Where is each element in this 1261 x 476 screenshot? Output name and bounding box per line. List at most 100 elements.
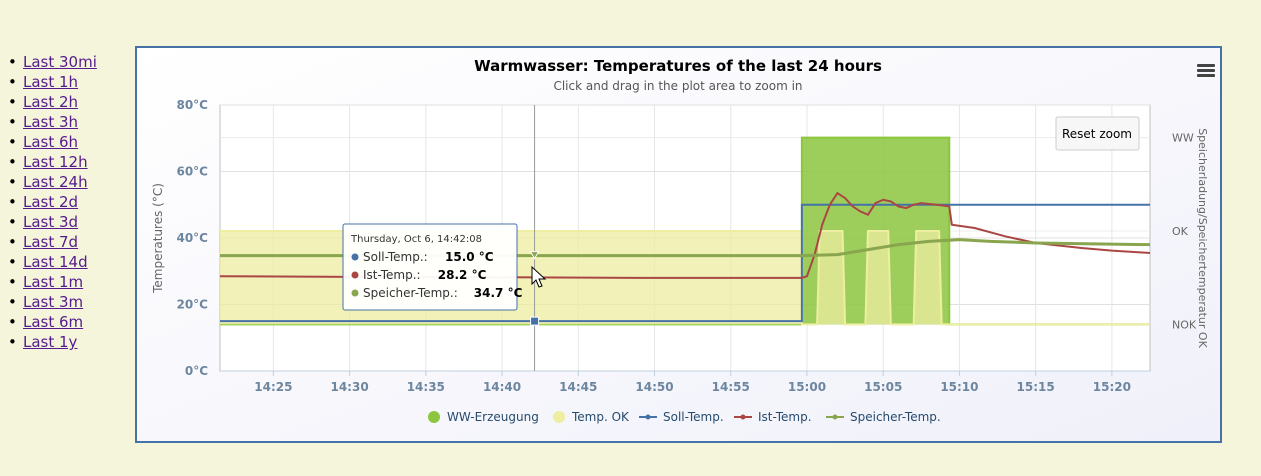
reset-zoom-button[interactable]: [1055, 116, 1140, 151]
nav-item: • Last 12h: [8, 152, 97, 172]
y-tick-label: 20°C: [176, 298, 208, 312]
bullet-icon: •: [8, 233, 17, 251]
tooltip-series-name: Ist-Temp.:: [363, 268, 421, 282]
legend-label[interactable]: Speicher-Temp.: [850, 410, 941, 424]
nav-link[interactable]: Last 6m: [23, 313, 84, 331]
series-line-speicher-temp: [220, 238, 1151, 258]
nav-item: • Last 14d: [8, 252, 97, 272]
nav-link[interactable]: Last 30mi: [23, 53, 97, 71]
bullet-icon: •: [8, 73, 17, 91]
legend-label[interactable]: WW-Erzeugung: [447, 410, 539, 424]
x-tick-label: 15:00: [788, 380, 826, 394]
reset-zoom-label[interactable]: Reset zoom: [1062, 127, 1132, 141]
bullet-icon: •: [8, 313, 17, 331]
nav-item: • Last 1y: [8, 332, 97, 352]
bullet-icon: •: [8, 113, 17, 131]
nav-item: • Last 3h: [8, 112, 97, 132]
nav-link[interactable]: Last 1h: [23, 73, 79, 91]
nav-link[interactable]: Last 12h: [23, 153, 88, 171]
tooltip-box: [342, 223, 518, 311]
bullet-icon: •: [8, 293, 17, 311]
bullet-icon: •: [8, 53, 17, 71]
tooltip-header: Thursday, Oct 6, 14:42:08: [350, 234, 482, 245]
bullet-icon: •: [8, 273, 17, 291]
legend-marker: [832, 414, 838, 420]
bullet-icon: •: [8, 173, 17, 191]
hamburger-menu-icon[interactable]: [1197, 69, 1215, 72]
nav-link[interactable]: Last 3m: [23, 293, 84, 311]
tooltip-series-name: Soll-Temp.:: [363, 250, 428, 264]
bullet-icon: •: [8, 333, 17, 351]
series-line-temp-ok: [220, 230, 1150, 326]
tooltip-dot: [351, 253, 359, 261]
legend-marker: [645, 414, 651, 420]
y2-tick-label: WW: [1172, 132, 1194, 145]
y2-tick-label: NOK: [1172, 318, 1197, 331]
nav-item: • Last 6h: [8, 132, 97, 152]
legend-label[interactable]: Ist-Temp.: [758, 410, 812, 424]
nav-link[interactable]: Last 14d: [23, 253, 88, 271]
nav-link[interactable]: Last 2d: [23, 193, 79, 211]
x-tick-label: 15:15: [1017, 380, 1055, 394]
nav-item: • Last 1h: [8, 72, 97, 92]
nav-item: • Last 30mi: [8, 52, 97, 72]
series-line-soll-temp: [220, 203, 1150, 323]
nav-link[interactable]: Last 1m: [23, 273, 84, 291]
y2-tick-label: OK: [1172, 225, 1189, 238]
nav-item: • Last 2h: [8, 92, 97, 112]
tooltip-dot: [351, 289, 359, 297]
nav-link[interactable]: Last 1y: [23, 333, 78, 351]
nav-link[interactable]: Last 7d: [23, 233, 79, 251]
x-tick-label: 14:30: [330, 380, 368, 394]
nav-link[interactable]: Last 3d: [23, 213, 79, 231]
y-tick-label: 40°C: [176, 231, 208, 245]
time-range-nav: • Last 30mi • Last 1h • Last 2h • Last 3h • Last …: [8, 52, 97, 352]
chart-subtitle: Click and drag in the plot area to zoom …: [553, 79, 802, 93]
tooltip-dot: [351, 271, 359, 279]
nav-link[interactable]: Last 2h: [23, 93, 79, 111]
chart-title: Warmwasser: Temperatures of the last 24 …: [474, 57, 882, 75]
series-line-ist-temp: [219, 191, 1151, 279]
nav-link[interactable]: Last 24h: [23, 173, 88, 191]
tooltip-series-name: Speicher-Temp.:: [363, 286, 458, 300]
hamburger-menu-icon[interactable]: [1197, 64, 1215, 67]
y-tick-label: 60°C: [176, 165, 208, 179]
nav-item: • Last 3m: [8, 292, 97, 312]
nav-item: • Last 2d: [8, 192, 97, 212]
legend-symbol-temp-ok[interactable]: [553, 411, 565, 423]
legend-symbol-ww-erzeugung[interactable]: [428, 411, 440, 423]
nav-item: • Last 24h: [8, 172, 97, 192]
tooltip-series-value: 34.7 °C: [474, 286, 523, 300]
x-tick-label: 14:40: [483, 380, 521, 394]
nav-link[interactable]: Last 6h: [23, 133, 79, 151]
bullet-icon: •: [8, 213, 17, 231]
bullet-icon: •: [8, 193, 17, 211]
x-tick-label: 15:05: [864, 380, 902, 394]
x-tick-label: 14:50: [635, 380, 673, 394]
x-tick-label: 14:55: [712, 380, 750, 394]
y-axis-title: Temperatures (°C): [151, 183, 165, 294]
x-tick-label: 14:45: [559, 380, 597, 394]
y2-axis-title: Speicherladung/Speichertemperatur OK: [1196, 128, 1209, 348]
hamburger-menu-icon[interactable]: [1197, 74, 1215, 77]
nav-item: • Last 7d: [8, 232, 97, 252]
y-tick-label: 80°C: [176, 98, 208, 112]
bullet-icon: •: [8, 133, 17, 151]
x-tick-label: 14:35: [407, 380, 445, 394]
bullet-icon: •: [8, 253, 17, 271]
nav-item: • Last 1m: [8, 272, 97, 292]
chart-svg[interactable]: 0°C 20°C 40°C 60°C 80°C NOK OK WW 14:25 14:30 14:3…: [137, 48, 1220, 441]
mouse-cursor-icon: [531, 265, 547, 288]
hover-marker-speicher: [529, 251, 540, 260]
chart-container: 0°C 20°C 40°C 60°C 80°C NOK OK WW 14:25 14:30 14:3…: [135, 46, 1222, 443]
legend-label[interactable]: Soll-Temp.: [663, 410, 724, 424]
y-tick-label: 0°C: [185, 364, 208, 378]
nav-item: • Last 6m: [8, 312, 97, 332]
hover-marker-soll-dot: [531, 318, 538, 325]
tooltip-series-value: 15.0 °C: [445, 250, 494, 264]
tooltip-series-value: 28.2 °C: [438, 268, 487, 282]
nav-item: • Last 3d: [8, 212, 97, 232]
x-tick-label: 14:25: [254, 380, 292, 394]
nav-link[interactable]: Last 3h: [23, 113, 79, 131]
legend-label[interactable]: Temp. OK: [571, 410, 630, 424]
